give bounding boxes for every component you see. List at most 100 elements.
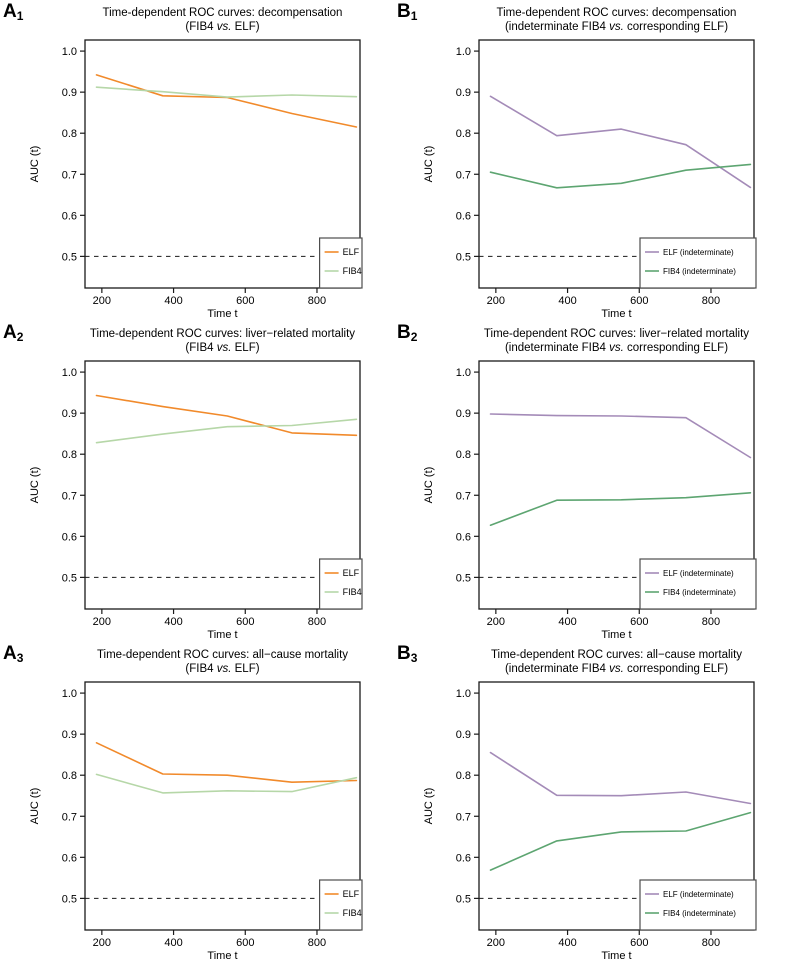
y-axis-title: AUC (t) <box>423 467 435 504</box>
x-tick-label: 800 <box>702 295 720 307</box>
x-tick-label: 600 <box>236 616 254 628</box>
chart-b3-all-cause-mortality-indeterminate: Time-dependent ROC curves: all−cause mor… <box>423 649 757 962</box>
legend-label: ELF (indeterminate) <box>663 890 734 899</box>
panel-letter: B <box>397 643 411 664</box>
series-line-fib4 <box>95 418 358 444</box>
y-tick-label: 1.0 <box>62 688 77 700</box>
plot-box <box>84 39 361 289</box>
y-tick-label: 0.8 <box>456 128 471 140</box>
y-tick-label: 0.9 <box>456 729 471 741</box>
panel-subscript: 3 <box>410 651 418 665</box>
x-axis-title: Time t <box>207 308 237 320</box>
plot-box <box>478 360 755 610</box>
y-axis-title: AUC (t) <box>423 146 435 183</box>
chart-a1-decompensation: Time-dependent ROC curves: decompensatio… <box>29 7 363 320</box>
plot-box <box>84 360 361 610</box>
x-axis-title: Time t <box>601 950 631 962</box>
panel-a3: Time-dependent ROC curves: all−cause mor… <box>0 642 393 962</box>
y-tick-label: 0.9 <box>62 729 77 741</box>
y-axis-title: AUC (t) <box>29 788 41 825</box>
panel-subscript: 2 <box>16 330 24 344</box>
chart-title: Time-dependent ROC curves: liver−related… <box>90 328 355 340</box>
legend-box <box>319 879 363 931</box>
y-tick-label: 0.7 <box>62 169 77 181</box>
y-tick-label: 0.5 <box>62 251 77 263</box>
panel-b1: Time-dependent ROC curves: decompensatio… <box>394 0 787 320</box>
panel-a2: Time-dependent ROC curves: liver−related… <box>0 321 393 641</box>
y-tick-label: 0.8 <box>456 770 471 782</box>
legend-box <box>639 558 757 610</box>
legend-label: ELF <box>343 568 360 578</box>
chart-b1-decompensation-indeterminate: Time-dependent ROC curves: decompensatio… <box>423 7 757 320</box>
x-tick-label: 400 <box>164 295 182 307</box>
chart-title: Time-dependent ROC curves: all−cause mor… <box>491 649 742 661</box>
chart-title: Time-dependent ROC curves: decompensatio… <box>103 7 343 19</box>
panel-label-a2: A2 <box>3 323 23 343</box>
x-tick-label: 400 <box>164 937 182 949</box>
panel-letter: A <box>3 643 17 664</box>
legend-label: ELF (indeterminate) <box>663 569 734 578</box>
series-line-fib4-indeterminate- <box>489 492 752 526</box>
panel-label-b2: B2 <box>397 323 417 343</box>
y-tick-label: 0.9 <box>456 408 471 420</box>
chart-subtitle: (FIB4 vs. ELF) <box>185 342 259 354</box>
y-tick-label: 1.0 <box>62 367 77 379</box>
x-tick-label: 600 <box>236 937 254 949</box>
x-tick-label: 800 <box>308 295 326 307</box>
y-tick-label: 0.7 <box>62 490 77 502</box>
x-tick-label: 400 <box>164 616 182 628</box>
x-tick-label: 600 <box>630 295 648 307</box>
panel-subscript: 1 <box>410 9 418 23</box>
y-tick-label: 0.5 <box>456 251 471 263</box>
chart-a2-liver-related-mortality: Time-dependent ROC curves: liver−related… <box>29 328 363 641</box>
legend-label: FIB4 <box>343 908 362 918</box>
series-line-elf-indeterminate- <box>489 751 752 805</box>
panel-letter: A <box>3 1 17 22</box>
y-axis-title: AUC (t) <box>29 467 41 504</box>
x-tick-label: 400 <box>558 937 576 949</box>
y-tick-label: 0.5 <box>62 893 77 905</box>
y-tick-label: 0.9 <box>62 87 77 99</box>
y-tick-label: 0.8 <box>456 449 471 461</box>
chart-subtitle: (indeterminate FIB4 vs. corresponding EL… <box>505 21 728 33</box>
y-axis-title: AUC (t) <box>29 146 41 183</box>
x-tick-label: 200 <box>93 616 111 628</box>
panel-label-b1: B1 <box>397 2 417 22</box>
x-axis-title: Time t <box>601 308 631 320</box>
chart-title: Time-dependent ROC curves: decompensatio… <box>497 7 737 19</box>
plot-box <box>478 39 755 289</box>
y-tick-label: 0.9 <box>456 87 471 99</box>
y-tick-label: 0.7 <box>62 811 77 823</box>
series-line-fib4-indeterminate- <box>489 811 752 871</box>
chart-b2-liver-related-mortality-indeterminate: Time-dependent ROC curves: liver−related… <box>423 328 757 641</box>
legend-box <box>639 237 757 289</box>
y-tick-label: 0.8 <box>62 449 77 461</box>
panel-letter: B <box>397 322 411 343</box>
x-tick-label: 400 <box>558 616 576 628</box>
y-tick-label: 1.0 <box>456 688 471 700</box>
series-line-fib4-indeterminate- <box>489 163 752 189</box>
y-tick-label: 0.6 <box>62 852 77 864</box>
panel-subscript: 2 <box>410 330 418 344</box>
legend-label: ELF <box>343 247 360 257</box>
panel-b3: Time-dependent ROC curves: all−cause mor… <box>394 642 787 962</box>
y-tick-label: 0.7 <box>456 811 471 823</box>
chart-subtitle: (FIB4 vs. ELF) <box>185 21 259 33</box>
x-axis-title: Time t <box>207 950 237 962</box>
series-line-elf-indeterminate- <box>489 95 752 189</box>
panel-subscript: 1 <box>16 9 24 23</box>
chart-a3-all-cause-mortality: Time-dependent ROC curves: all−cause mor… <box>29 649 363 962</box>
y-axis-title: AUC (t) <box>423 788 435 825</box>
legend-label: FIB4 (indeterminate) <box>663 909 736 918</box>
chart-title: Time-dependent ROC curves: all−cause mor… <box>97 649 348 661</box>
legend-label: ELF (indeterminate) <box>663 248 734 257</box>
x-tick-label: 600 <box>630 616 648 628</box>
chart-subtitle: (indeterminate FIB4 vs. corresponding EL… <box>505 663 728 675</box>
panel-label-a3: A3 <box>3 644 23 664</box>
series-line-elf <box>95 742 358 783</box>
x-tick-label: 800 <box>308 616 326 628</box>
legend-box <box>639 879 757 931</box>
y-tick-label: 0.5 <box>62 572 77 584</box>
legend-box <box>319 237 363 289</box>
